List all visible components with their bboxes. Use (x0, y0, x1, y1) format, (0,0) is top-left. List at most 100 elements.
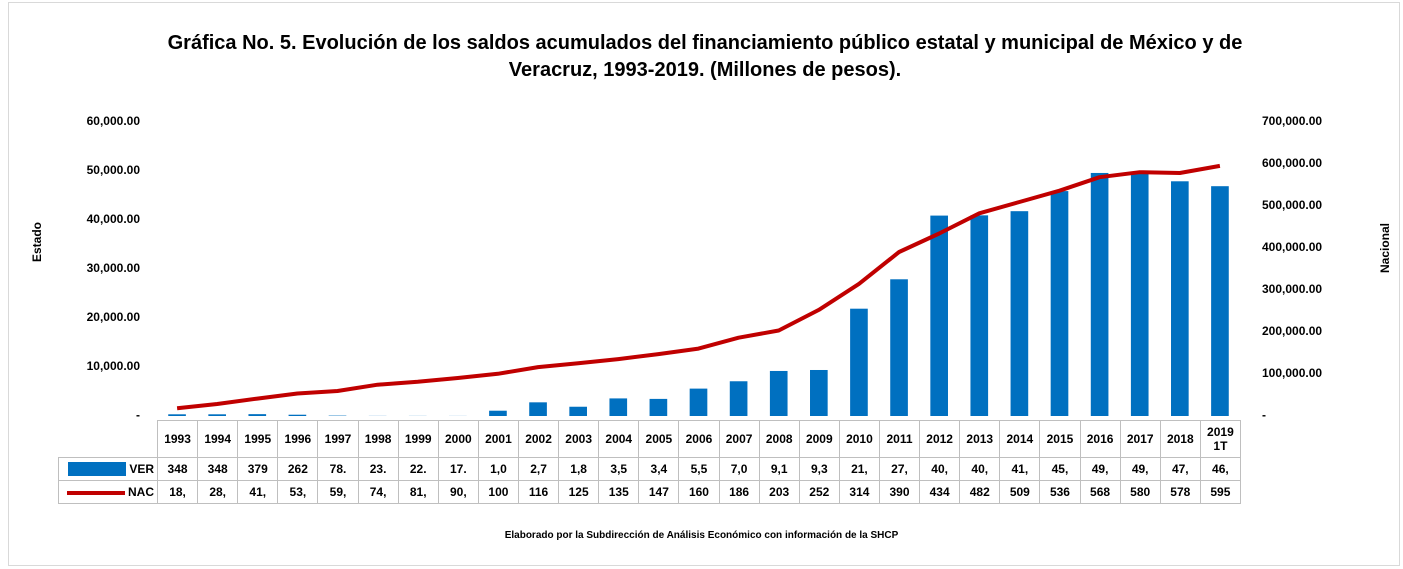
value-cell: 379 (237, 457, 279, 481)
category-cell: 2018 (1159, 420, 1201, 458)
bar (208, 414, 226, 416)
value-cell: 482 (959, 480, 1001, 504)
value-cell: 1,0 (477, 457, 519, 481)
bar (810, 369, 828, 416)
value-cell: 78. (317, 457, 359, 481)
value-cell: 7,0 (718, 457, 760, 481)
bar (168, 414, 186, 416)
category-cell: 1993 (156, 420, 199, 458)
value-cell: 90, (437, 480, 479, 504)
value-cell: 160 (678, 480, 720, 504)
value-cell: 41, (999, 457, 1041, 481)
data-table: 1993 1994 1995 1996 1997 1998 1999 2000 2001 2002… (58, 420, 1241, 504)
y2-tick-label: 200,000.00 (1262, 324, 1322, 338)
value-cell: 3,5 (598, 457, 640, 481)
value-cell: 135 (598, 480, 640, 504)
value-cell: 116 (517, 480, 560, 504)
value-cell: 9,1 (758, 457, 800, 481)
y2-tick-label: 400,000.00 (1262, 240, 1322, 254)
category-cell: 2009 (798, 420, 840, 458)
bar (970, 215, 989, 416)
y2-axis-label: Nacional (1378, 223, 1392, 273)
bar (1130, 172, 1149, 416)
value-cell: 28, (197, 480, 239, 504)
value-cell: 45, (1039, 457, 1081, 481)
value-cell: 27, (878, 457, 921, 481)
chart-title: Gráfica No. 5. Evolución de los saldos a… (167, 32, 1243, 81)
value-cell: 434 (919, 480, 961, 504)
legend-cell: VER (58, 457, 158, 481)
y2-tick-label: 100,000.00 (1262, 366, 1322, 380)
value-cell: 74, (357, 480, 399, 504)
category-cell: 2010 (838, 420, 880, 458)
value-cell: 81, (397, 480, 439, 504)
bar (248, 414, 267, 416)
category-cell: 2015 (1039, 420, 1081, 458)
value-cell: 390 (878, 480, 921, 504)
value-cell: 3,4 (638, 457, 680, 481)
value-cell: 1,8 (558, 457, 600, 481)
bar (1171, 181, 1189, 416)
value-cell: 17. (437, 457, 479, 481)
category-cell: 2014 (999, 420, 1041, 458)
value-cell: 9,3 (798, 457, 840, 481)
category-cell: 2008 (758, 420, 800, 458)
category-cell: 2000 (437, 420, 479, 458)
bar (569, 406, 587, 416)
value-cell: 578 (1159, 480, 1201, 504)
value-cell: 509 (999, 480, 1041, 504)
category-cell: 2017 (1119, 420, 1161, 458)
value-cell: 53, (277, 480, 319, 504)
legend-swatch (68, 462, 127, 477)
y2-tick-label: - (1262, 408, 1266, 422)
value-cell: 125 (558, 480, 600, 504)
y-tick-label: - (136, 408, 140, 422)
value-cell: 40, (919, 457, 961, 481)
bar (1090, 172, 1109, 416)
category-cell: 2002 (517, 420, 560, 458)
header-row: 1993 1994 1995 1996 1997 1998 1999 2000 2001 2002… (59, 420, 1241, 458)
series-row: NAC 18, 28, 41, 53, 59, 74, 81, 90, 100 116 125 135 1… (58, 480, 1241, 504)
legend-label: VER (129, 461, 154, 476)
y-tick-label: 20,000.00 (87, 310, 141, 324)
bar (609, 398, 628, 416)
category-cell: 2013 (959, 420, 1001, 458)
category-cell: 1996 (277, 420, 319, 458)
value-cell: 595 (1199, 480, 1241, 504)
value-cell: 100 (477, 480, 519, 504)
value-cell: 262 (277, 457, 319, 481)
y2-tick-label: 700,000.00 (1262, 114, 1322, 128)
y-tick-label: 10,000.00 (87, 359, 141, 373)
y2-tick-label: 300,000.00 (1262, 282, 1322, 296)
bar (850, 308, 868, 416)
value-cell: 580 (1119, 480, 1161, 504)
category-cell: 2019 1T (1199, 420, 1241, 458)
value-cell: 21, (838, 457, 880, 481)
legend-swatch (67, 490, 125, 495)
value-cell: 5,5 (678, 457, 720, 481)
bar (489, 410, 507, 416)
value-cell: 23. (357, 457, 399, 481)
category-cell: 1999 (397, 420, 439, 458)
value-cell: 186 (718, 480, 760, 504)
category-cell: 1998 (357, 420, 399, 458)
bar (1050, 191, 1069, 416)
value-cell: 252 (798, 480, 840, 504)
value-cell: 49, (1079, 457, 1121, 481)
value-cell: 348 (156, 457, 199, 481)
value-cell: 59, (317, 480, 359, 504)
bar (769, 370, 788, 416)
corner-cell (59, 421, 158, 458)
y-tick-label: 60,000.00 (87, 114, 141, 128)
legend-cell: NAC (58, 480, 158, 504)
category-cell: 2006 (678, 420, 720, 458)
bar (890, 279, 908, 416)
source-note: Elaborado por la Subdirección de Análisi… (504, 530, 899, 541)
category-cell: 1995 (237, 420, 279, 458)
y-tick-label: 30,000.00 (87, 261, 141, 275)
series-row: VER 348 348 379 262 78. 23. 22. 17. 1,0 2,7 1,8 3,5 3… (58, 457, 1241, 481)
frame (8, 2, 1400, 566)
value-cell: 47, (1159, 457, 1201, 481)
value-cell: 46, (1199, 457, 1241, 481)
